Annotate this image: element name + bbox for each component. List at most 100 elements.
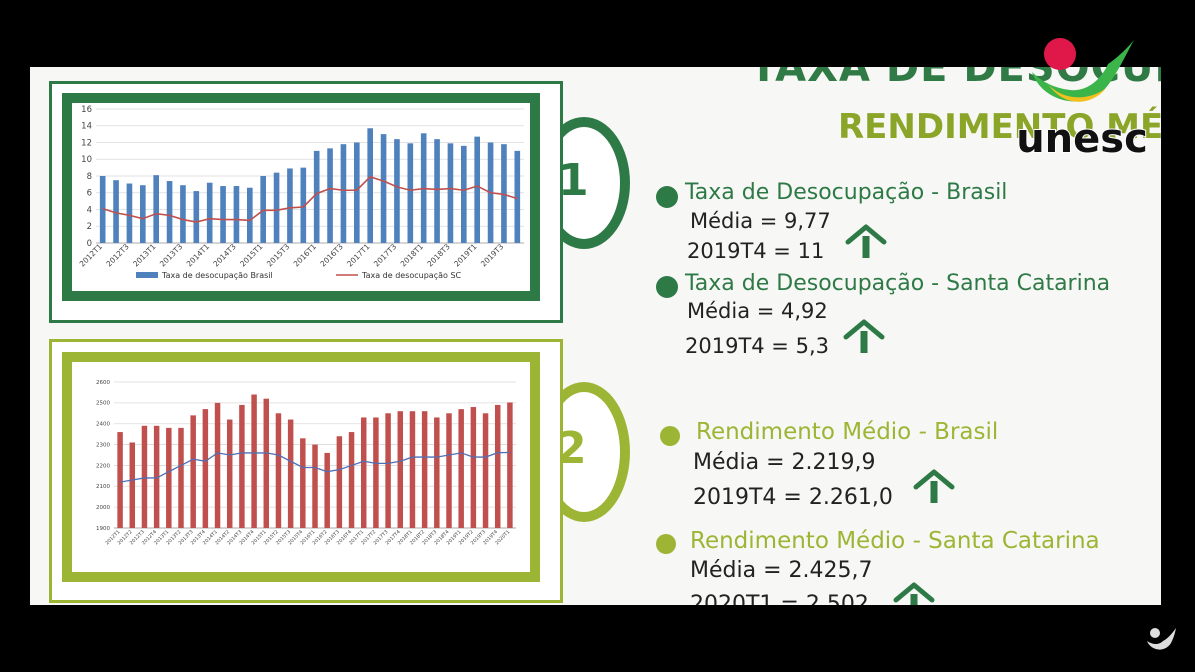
bar [367, 128, 373, 243]
rend-brasil-media: Média = 2.219,9 [693, 450, 876, 475]
bar [514, 150, 521, 243]
x-tick-label: 2013T3 [158, 242, 185, 269]
x-tick-label: 2012T3 [104, 242, 131, 269]
x-tick-label: 2018T3 [425, 242, 452, 269]
rend-brasil-label: Rendimento Médio - Brasil [696, 419, 999, 445]
x-tick-label: 2015T3 [265, 242, 292, 269]
x-tick-label: 2016T3 [318, 242, 345, 269]
unesc-logo-text: unesc [1016, 116, 1148, 158]
bar [336, 436, 343, 528]
bar [394, 139, 400, 243]
bar [153, 425, 160, 528]
series-line [102, 175, 518, 223]
bar [380, 134, 387, 243]
bar [434, 417, 440, 528]
bar [385, 413, 391, 528]
bar [226, 419, 233, 528]
bar [140, 185, 146, 243]
bar [421, 411, 428, 528]
rend-sc-media: Média = 2.425,7 [690, 558, 873, 583]
desoc-brasil-media: Média = 9,77 [690, 209, 831, 233]
channel-watermark-icon [1147, 628, 1176, 650]
bar [129, 442, 136, 528]
bar [407, 143, 414, 243]
section1-number: 1 [558, 155, 589, 206]
bar [397, 411, 404, 528]
y-tick-label: 2600 [96, 380, 110, 386]
y-tick-label: 0 [87, 239, 92, 249]
bar [214, 402, 221, 528]
video-top-letterbox [0, 0, 1195, 67]
desoc-sc-ultimo: 2019T4 = 5,3 [685, 334, 829, 358]
y-tick-label: 14 [81, 122, 92, 132]
unesc-logo: unesc [1015, 38, 1149, 158]
bar [233, 186, 240, 243]
bar [300, 438, 306, 528]
bar [409, 411, 416, 528]
bar [275, 413, 282, 528]
bullet-desoc-brasil [656, 186, 678, 208]
legend-swatch-brasil [136, 272, 158, 278]
x-tick-label: 2019T3 [479, 242, 506, 269]
unemployment-chart-panel: 0 2 4 6 8 10 12 14 16 2012T1 2012T3 2013T1 2013T3 201… [62, 93, 540, 301]
y-tick-label: 8 [87, 172, 92, 182]
x-tick-label: 2013T1 [131, 242, 158, 269]
bar [141, 425, 148, 528]
bar [287, 419, 294, 528]
presentation-slide: TAXA DE DESOCUPAÇÃO RENDIMENTO MÉDIO 1 2… [30, 67, 1161, 605]
y-tick-label: 16 [81, 105, 92, 115]
bar [166, 427, 172, 528]
bar [193, 191, 200, 243]
x-tick-label: 2017T3 [372, 242, 399, 269]
bar [220, 186, 226, 243]
desoc-brasil-ultimo: 2019T4 = 11 [687, 239, 825, 263]
bar [190, 415, 196, 528]
x-tick-label: 2014T1 [185, 242, 212, 269]
desoc-brasil-label: Taxa de Desocupação - Brasil [685, 180, 1008, 205]
bar [458, 409, 464, 528]
bar [501, 144, 507, 243]
y-tick-label: 2300 [96, 442, 110, 448]
income-chart-frame: 1900 2000 2100 2200 2300 2400 2500 2600 2012T1 20… [49, 339, 563, 603]
income-chart-panel: 1900 2000 2100 2200 2300 2400 2500 2600 2012T1 20… [62, 352, 540, 582]
bar [354, 142, 360, 243]
bar [434, 139, 440, 243]
bar [507, 402, 513, 528]
bar [263, 398, 270, 528]
unemployment-chart-frame: 0 2 4 6 8 10 12 14 16 2012T1 2012T3 2013T1 2013T3 201… [49, 81, 563, 323]
y-tick-label: 6 [87, 189, 92, 199]
bar [327, 148, 333, 243]
bar [117, 432, 123, 528]
y-tick-label: 2200 [96, 463, 110, 469]
bar [126, 183, 133, 243]
bar [113, 180, 119, 243]
bar [470, 407, 477, 528]
bar [300, 167, 307, 243]
legend-label-brasil: Taxa de desocupação Brasil [161, 271, 273, 280]
rend-brasil-ultimo: 2019T4 = 2.261,0 [693, 485, 893, 510]
bar [474, 136, 480, 243]
slide-title-line2: RENDIMENTO MÉDIO [838, 107, 1161, 147]
bar [239, 404, 245, 528]
bullet-rend-brasil [660, 426, 680, 446]
y-tick-label: 12 [81, 138, 92, 148]
bar [178, 427, 184, 528]
bar [461, 145, 467, 243]
up-arrow-icon [843, 319, 885, 353]
bar [313, 150, 320, 243]
bar [373, 417, 379, 528]
bar [348, 432, 355, 528]
y-tick-label: 2000 [96, 505, 110, 511]
x-tick-label: 2019T1 [452, 242, 479, 269]
bar [166, 181, 173, 243]
x-tick-label: 2016T1 [292, 242, 319, 269]
y-tick-label: 4 [87, 205, 92, 215]
bar [260, 176, 266, 243]
bar [180, 185, 186, 243]
bar [494, 404, 501, 528]
desoc-sc-media: Média = 4,92 [687, 299, 828, 323]
bar [447, 143, 454, 243]
y-tick-label: 1900 [96, 526, 110, 532]
x-tick-label: 2017T1 [345, 242, 372, 269]
